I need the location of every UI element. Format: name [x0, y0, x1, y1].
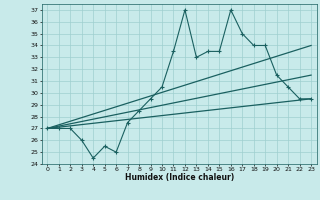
X-axis label: Humidex (Indice chaleur): Humidex (Indice chaleur) [124, 173, 234, 182]
